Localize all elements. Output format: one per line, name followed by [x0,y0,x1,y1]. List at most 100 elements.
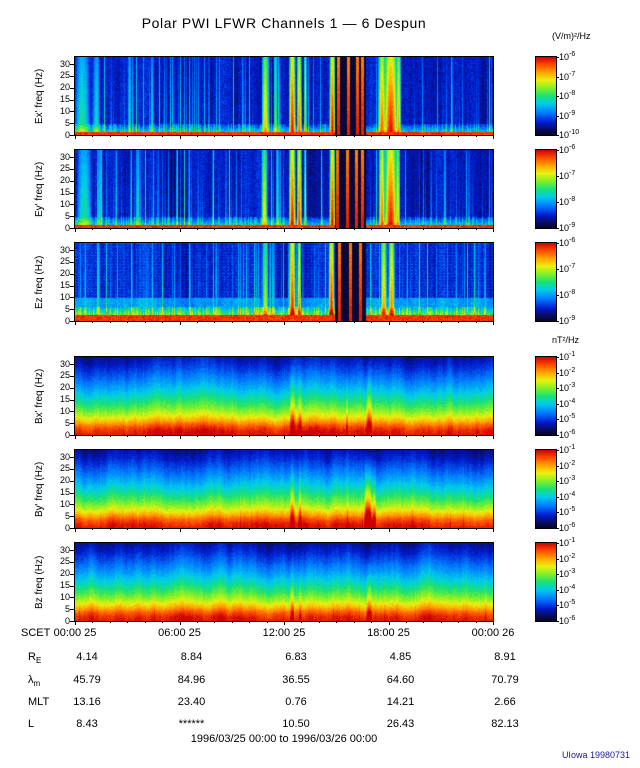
ytick-label: 0 [64,315,70,326]
ytick-mark [70,76,75,77]
colorbar-tick-mark [556,202,559,203]
ytick-mark [70,309,75,310]
param-label-l: L [28,718,35,730]
xtick-mark [336,135,337,137]
colorbar-tick-label: 10-7 [559,170,576,181]
ytick-mark [70,364,75,365]
param-value-mlt-4: 2.66 [494,696,516,708]
ytick-label: 20 [59,82,70,93]
colorbar-tick-mark [556,57,559,58]
colorbar-tick-mark [556,419,559,420]
ytick-mark [70,88,75,89]
xtick-mark [284,528,285,532]
ytick-label: 30 [59,451,70,462]
colorbar-tick-mark [556,497,559,498]
xtick-mark [371,135,372,137]
ytick-label: 25 [59,256,70,267]
xtick-mark [476,435,477,437]
xtick-mark [284,228,285,232]
colorbar-ey [535,149,557,229]
colorbar-tick-mark [556,404,559,405]
colorbar-tick-mark [556,621,559,622]
spectrogram-ez [75,243,493,321]
xtick-mark [267,621,268,623]
ytick-mark [70,528,75,529]
xtick-mark [493,528,494,532]
xtick-mark [493,621,494,625]
xtick-mark [145,321,146,323]
colorbar-tick-mark [556,96,559,97]
ytick-mark [70,435,75,436]
param-value-mlt-0: 13.16 [73,696,101,708]
ytick-label: 0 [64,615,70,626]
ytick-mark [70,193,75,194]
xtick-mark [319,435,320,437]
xtick-mark [214,135,215,137]
ytick-mark [70,228,75,229]
ytick-mark [70,469,75,470]
colorbar-tick-mark [556,135,559,136]
xtick-mark [319,228,320,230]
xtick-mark [232,135,233,137]
colorbar-tick-label: 10-2 [559,366,576,378]
colorbar-tick-label: 10-1 [559,537,576,548]
xtick-mark [493,435,494,439]
ytick-mark [70,135,75,136]
xtick-mark [232,435,233,437]
xtick-mark [441,228,442,230]
colorbar-tick-mark [556,559,559,560]
colorbar-tick-mark [556,269,559,270]
ytick-mark [70,321,75,322]
time-tick-label: 06:00 25 [158,627,201,639]
colorbar-tick-mark [556,543,559,544]
xtick-mark [458,228,459,230]
ytick-mark [70,376,75,377]
xtick-mark [214,621,215,623]
ytick-label: 25 [59,556,70,567]
colorbar-tick-label: 10-6 [559,51,576,62]
ytick-mark [70,586,75,587]
ytick-label: 30 [59,544,70,555]
param-value-mlt-3: 14.21 [386,696,415,708]
colorbar-tick-label: 10-8 [559,90,576,101]
colorbar-tick-label: 10-1 [559,444,576,455]
panel-ez-frame [74,242,494,322]
ytick-mark [70,169,75,170]
xtick-mark [214,321,215,323]
xtick-mark [197,135,198,137]
param-value-r-0: 4.14 [76,651,98,663]
param-value-r-3: 4.85 [389,651,412,663]
xtick-mark [406,528,407,530]
ytick-mark [70,400,75,401]
xtick-mark [423,528,424,530]
xtick-mark [214,528,215,530]
xtick-mark [389,228,390,232]
param-value-lambda-3: 64.60 [386,674,415,686]
ytick-label: 5 [64,210,70,221]
ytick-mark [70,123,75,124]
panel-bz-frame [74,542,494,622]
xtick-mark [336,228,337,230]
colorbar-tick-label: 10-3 [559,382,576,394]
xtick-mark [180,321,181,325]
time-tick-label: 00:00 25 [53,627,97,639]
param-value-r-1: 8.84 [180,651,203,663]
xtick-mark [249,228,250,230]
colorbar-tick-mark [556,176,559,177]
xtick-mark [319,135,320,137]
ytick-mark [70,100,75,101]
time-tick-label: 18:00 25 [367,627,410,639]
xtick-mark [92,435,93,437]
xtick-mark [110,135,111,137]
colorbar-tick-mark [556,574,559,575]
colorbar-ex [535,56,557,136]
xtick-mark [162,528,163,530]
xtick-mark [267,135,268,137]
xtick-mark [423,321,424,323]
xtick-mark [267,228,268,230]
xtick-mark [406,228,407,230]
plot-title: Polar PWI LFWR Channels 1 — 6 Despun [141,15,427,31]
xtick-mark [92,621,93,623]
xtick-mark [197,435,198,437]
